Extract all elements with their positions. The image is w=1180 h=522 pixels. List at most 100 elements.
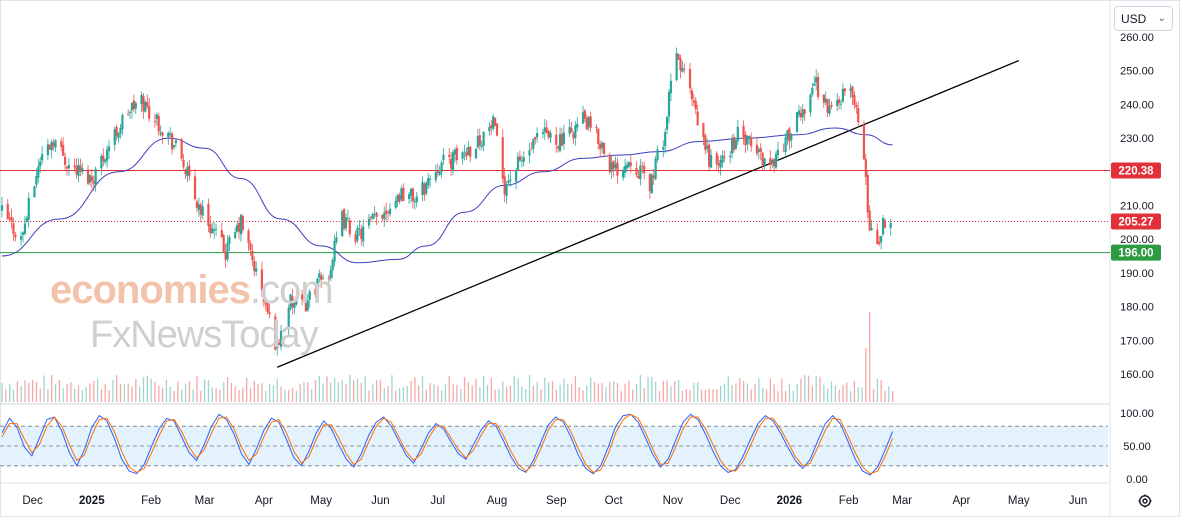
candle-body: [683, 68, 686, 70]
volume-bar: [31, 379, 34, 402]
candle-body: [746, 135, 749, 145]
volume-bar: [712, 389, 714, 402]
candle: [585, 114, 588, 131]
candle-body: [398, 194, 401, 202]
candle-body: [560, 134, 564, 146]
candle-body: [534, 136, 537, 140]
candle-body: [623, 166, 627, 173]
candle-body: [774, 154, 778, 168]
candle-body: [690, 90, 694, 100]
candle: [199, 202, 202, 223]
volume-bar: [540, 389, 542, 402]
candle: [518, 150, 522, 163]
candle: [505, 180, 508, 204]
candle: [583, 109, 587, 123]
candle: [146, 94, 149, 109]
candle-body: [816, 76, 820, 97]
candle: [750, 132, 753, 152]
candle-body: [159, 132, 162, 135]
volume-bar: [288, 389, 290, 402]
volume-bar: [402, 387, 405, 402]
candle: [423, 181, 426, 201]
candle-body: [262, 290, 265, 302]
settings-button[interactable]: [1136, 492, 1154, 510]
volume-bar: [670, 386, 672, 402]
candle: [690, 87, 694, 107]
stoch-k-line: [1, 413, 894, 476]
volume-bar: [85, 387, 87, 402]
volume-bar: [154, 381, 156, 402]
volume-bar: [181, 389, 183, 402]
candle-body: [104, 159, 107, 163]
candle-body: [729, 155, 732, 158]
volume-bar: [700, 389, 703, 402]
candle: [8, 211, 11, 222]
volume-bar: [536, 381, 538, 402]
candle-body: [811, 87, 814, 95]
candle: [721, 150, 724, 168]
candle-body: [761, 152, 764, 166]
candle-body: [639, 165, 642, 180]
candle: [656, 145, 659, 163]
currency-selector[interactable]: USD ⌄: [1114, 6, 1173, 31]
candle-body: [595, 126, 598, 129]
candle-body: [67, 165, 70, 169]
candle: [855, 101, 858, 114]
volume-bar: [379, 379, 382, 402]
candle: [354, 230, 357, 245]
volume-bar: [215, 388, 217, 402]
volume-bar: [681, 390, 684, 402]
candle: [134, 101, 137, 115]
candle: [207, 198, 210, 233]
candle: [214, 223, 218, 236]
candle-body: [289, 294, 292, 309]
volume-bar: [24, 380, 26, 402]
candle-body: [679, 58, 682, 71]
volume-bar: [865, 348, 867, 402]
volume-bar: [429, 383, 431, 402]
candle: [48, 144, 51, 150]
volume-bar: [505, 386, 508, 402]
candle-body: [562, 132, 565, 145]
candle: [348, 217, 351, 238]
volume-bar: [330, 382, 332, 402]
volume-bar: [494, 389, 496, 402]
price-tick-label: 160.00: [1120, 369, 1154, 381]
volume-bar: [616, 382, 619, 402]
candle: [228, 234, 231, 251]
candle-body: [528, 150, 531, 156]
candle: [321, 274, 325, 280]
candle-body: [343, 209, 346, 229]
volume-bar: [418, 385, 420, 402]
candle-body: [46, 144, 49, 156]
candle-body: [610, 162, 613, 172]
candle: [828, 98, 831, 117]
candle: [140, 91, 143, 112]
volume-bar: [368, 390, 370, 402]
candle: [148, 97, 151, 122]
candle-body: [239, 214, 242, 235]
volume-bar: [299, 383, 301, 402]
candle-body: [287, 307, 290, 330]
candle: [560, 128, 564, 147]
candle: [344, 213, 348, 232]
candle: [667, 89, 671, 124]
candle-body: [228, 236, 231, 244]
candle: [708, 142, 711, 172]
candle: [608, 152, 611, 175]
candle: [465, 147, 468, 161]
candle-body: [107, 146, 111, 151]
candle-body: [134, 103, 137, 109]
candle-body: [870, 228, 873, 231]
volume-bar: [853, 380, 856, 402]
candle-body: [8, 217, 11, 220]
volume-bar: [612, 381, 615, 402]
candle: [601, 140, 604, 154]
candle: [102, 148, 105, 167]
volume-bar: [211, 387, 213, 402]
candle: [213, 222, 216, 239]
oscillator-tick-label: 100.00: [1120, 408, 1154, 420]
level-badge-220.38: [1111, 162, 1161, 179]
candle: [581, 105, 585, 124]
candle: [276, 337, 279, 356]
